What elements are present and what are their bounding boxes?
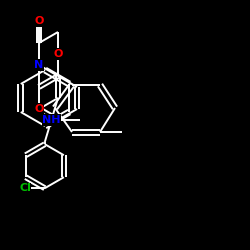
Text: O: O bbox=[34, 104, 44, 114]
Text: O: O bbox=[34, 16, 44, 26]
Text: NH: NH bbox=[42, 115, 61, 125]
Text: Cl: Cl bbox=[19, 183, 31, 193]
Text: O: O bbox=[53, 49, 63, 59]
Text: N: N bbox=[34, 60, 43, 70]
